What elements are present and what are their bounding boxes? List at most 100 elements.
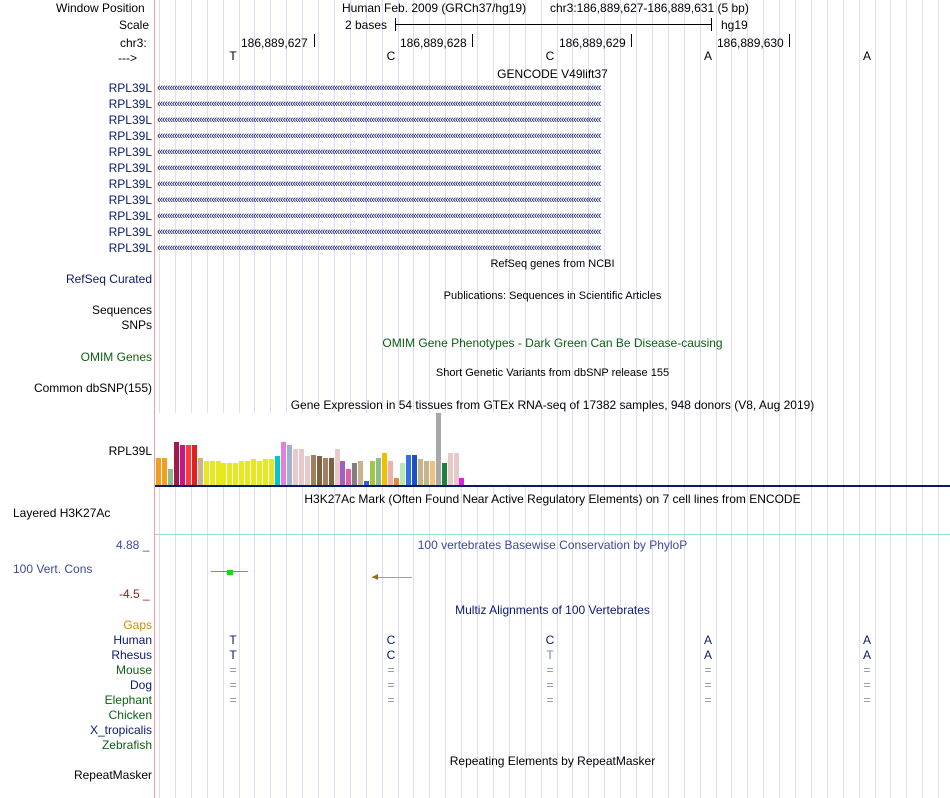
gencode-transcript-line[interactable]: ‹‹‹‹‹‹‹‹‹‹‹‹‹‹‹‹‹‹‹‹‹‹‹‹‹‹‹‹‹‹‹‹‹‹‹‹‹‹‹‹…: [157, 146, 602, 158]
gencode-transcript-line[interactable]: ‹‹‹‹‹‹‹‹‹‹‹‹‹‹‹‹‹‹‹‹‹‹‹‹‹‹‹‹‹‹‹‹‹‹‹‹‹‹‹‹…: [157, 194, 602, 206]
gtex-tissue-bar[interactable]: [376, 458, 381, 485]
gencode-gene-label[interactable]: RPL39L: [108, 97, 152, 111]
gtex-tissue-bar[interactable]: [448, 453, 453, 485]
gtex-tissue-bar[interactable]: [352, 463, 357, 485]
gtex-track-label[interactable]: RPL39L: [108, 444, 152, 458]
phylop-track-label[interactable]: 100 Vert. Cons: [13, 562, 93, 576]
gtex-tissue-bar[interactable]: [257, 461, 262, 485]
gtex-tissue-bar[interactable]: [245, 461, 250, 485]
gtex-tissue-bar[interactable]: [340, 461, 345, 485]
gencode-gene-label[interactable]: RPL39L: [108, 129, 152, 143]
gtex-tissue-bar[interactable]: [412, 455, 417, 485]
multiz-species-label[interactable]: Rhesus: [111, 648, 152, 662]
gtex-tissue-bar[interactable]: [251, 459, 256, 485]
gtex-tissue-bar[interactable]: [317, 456, 322, 485]
gtex-tissue-bar[interactable]: [305, 456, 310, 485]
gtex-tissue-bar[interactable]: [364, 481, 369, 485]
gencode-transcript-line[interactable]: ‹‹‹‹‹‹‹‹‹‹‹‹‹‹‹‹‹‹‹‹‹‹‹‹‹‹‹‹‹‹‹‹‹‹‹‹‹‹‹‹…: [157, 242, 602, 254]
gtex-tissue-bar[interactable]: [180, 445, 185, 485]
gtex-tissue-bar[interactable]: [442, 463, 447, 485]
gtex-tissue-bar[interactable]: [263, 459, 268, 485]
assembly-name[interactable]: Human Feb. 2009 (GRCh37/hg19): [342, 1, 527, 15]
gtex-tissue-bar[interactable]: [329, 458, 334, 485]
gtex-tissue-bar[interactable]: [358, 461, 363, 485]
gencode-transcript-line[interactable]: ‹‹‹‹‹‹‹‹‹‹‹‹‹‹‹‹‹‹‹‹‹‹‹‹‹‹‹‹‹‹‹‹‹‹‹‹‹‹‹‹…: [157, 130, 602, 142]
snps-track-label[interactable]: SNPs: [121, 318, 152, 332]
grid-line: [811, 0, 812, 798]
gtex-tissue-bar[interactable]: [168, 469, 173, 485]
gtex-tissue-bar[interactable]: [370, 461, 375, 485]
gtex-tissue-bar[interactable]: [418, 459, 423, 485]
gtex-tissue-bar[interactable]: [186, 445, 191, 485]
gtex-tissue-bar[interactable]: [388, 461, 393, 485]
gencode-gene-label[interactable]: RPL39L: [108, 161, 152, 175]
h3k27ac-track-label[interactable]: Layered H3K27Ac: [13, 506, 111, 520]
gtex-tissue-bar[interactable]: [210, 461, 215, 485]
gtex-tissue-bar[interactable]: [323, 458, 328, 485]
multiz-species-label[interactable]: Zebrafish: [101, 738, 152, 752]
gencode-gene-label[interactable]: RPL39L: [108, 225, 152, 239]
gencode-transcript-line[interactable]: ‹‹‹‹‹‹‹‹‹‹‹‹‹‹‹‹‹‹‹‹‹‹‹‹‹‹‹‹‹‹‹‹‹‹‹‹‹‹‹‹…: [157, 114, 602, 126]
gencode-transcript-line[interactable]: ‹‹‹‹‹‹‹‹‹‹‹‹‹‹‹‹‹‹‹‹‹‹‹‹‹‹‹‹‹‹‹‹‹‹‹‹‹‹‹‹…: [157, 98, 602, 110]
gencode-transcript-line[interactable]: ‹‹‹‹‹‹‹‹‹‹‹‹‹‹‹‹‹‹‹‹‹‹‹‹‹‹‹‹‹‹‹‹‹‹‹‹‹‹‹‹…: [157, 210, 602, 222]
gtex-tissue-bar[interactable]: [430, 461, 435, 485]
gencode-transcript-line[interactable]: ‹‹‹‹‹‹‹‹‹‹‹‹‹‹‹‹‹‹‹‹‹‹‹‹‹‹‹‹‹‹‹‹‹‹‹‹‹‹‹‹…: [157, 162, 602, 174]
multiz-species-label[interactable]: Dog: [129, 678, 152, 692]
gencode-transcript-line[interactable]: ‹‹‹‹‹‹‹‹‹‹‹‹‹‹‹‹‹‹‹‹‹‹‹‹‹‹‹‹‹‹‹‹‹‹‹‹‹‹‹‹…: [157, 226, 602, 238]
gencode-gene-label[interactable]: RPL39L: [108, 113, 152, 127]
multiz-base: =: [704, 678, 712, 692]
gtex-tissue-bar[interactable]: [335, 449, 340, 485]
gencode-gene-label[interactable]: RPL39L: [108, 145, 152, 159]
gtex-tissue-bar[interactable]: [227, 463, 232, 485]
gtex-tissue-bar[interactable]: [233, 463, 238, 485]
gtex-tissue-bar[interactable]: [400, 463, 405, 485]
repeatmasker-track-label[interactable]: RepeatMasker: [73, 768, 152, 782]
gtex-tissue-bar[interactable]: [275, 456, 280, 485]
gtex-tissue-bar[interactable]: [281, 442, 286, 485]
gencode-transcript-line[interactable]: ‹‹‹‹‹‹‹‹‹‹‹‹‹‹‹‹‹‹‹‹‹‹‹‹‹‹‹‹‹‹‹‹‹‹‹‹‹‹‹‹…: [157, 178, 602, 190]
gtex-tissue-bar[interactable]: [162, 458, 167, 485]
multiz-species-label[interactable]: Elephant: [104, 693, 152, 707]
refseq-track-label[interactable]: RefSeq Curated: [65, 272, 152, 286]
multiz-species-label[interactable]: Mouse: [115, 663, 152, 677]
multiz-species-label[interactable]: Human: [113, 633, 152, 647]
gtex-tissue-bar[interactable]: [287, 445, 292, 485]
omim-track-label[interactable]: OMIM Genes: [80, 350, 152, 364]
gtex-bar-chart[interactable]: [155, 413, 535, 485]
sequences-track-label[interactable]: Sequences: [91, 303, 152, 317]
window-coordinates[interactable]: chr3:186,889,627-186,889,631 (5 bp): [550, 1, 749, 15]
omim-track-title: OMIM Gene Phenotypes - Dark Green Can Be…: [382, 336, 723, 350]
multiz-species-label[interactable]: Gaps: [123, 618, 152, 632]
multiz-species-label[interactable]: X_tropicalis: [89, 723, 152, 737]
gtex-tissue-bar[interactable]: [436, 413, 441, 485]
gtex-tissue-bar[interactable]: [382, 453, 387, 485]
gencode-gene-label[interactable]: RPL39L: [108, 193, 152, 207]
gtex-tissue-bar[interactable]: [204, 461, 209, 485]
gtex-tissue-bar[interactable]: [156, 458, 161, 485]
gtex-tissue-bar[interactable]: [293, 449, 298, 485]
multiz-species-label[interactable]: Chicken: [108, 708, 152, 722]
gtex-tissue-bar[interactable]: [406, 455, 411, 485]
gencode-transcript-line[interactable]: ‹‹‹‹‹‹‹‹‹‹‹‹‹‹‹‹‹‹‹‹‹‹‹‹‹‹‹‹‹‹‹‹‹‹‹‹‹‹‹‹…: [157, 82, 602, 94]
dbsnp-track-label[interactable]: Common dbSNP(155): [33, 381, 152, 395]
gtex-tissue-bar[interactable]: [239, 461, 244, 485]
gtex-tissue-bar[interactable]: [459, 478, 464, 485]
gtex-tissue-bar[interactable]: [216, 461, 221, 485]
gtex-tissue-bar[interactable]: [192, 445, 197, 485]
gencode-gene-label[interactable]: RPL39L: [108, 177, 152, 191]
window-position-label: Window Position: [56, 1, 145, 15]
gtex-tissue-bar[interactable]: [221, 463, 226, 485]
gtex-tissue-bar[interactable]: [424, 461, 429, 485]
gtex-tissue-bar[interactable]: [299, 449, 304, 485]
gencode-gene-label[interactable]: RPL39L: [108, 209, 152, 223]
gtex-tissue-bar[interactable]: [269, 459, 274, 485]
gtex-tissue-bar[interactable]: [454, 453, 459, 485]
gtex-tissue-bar[interactable]: [311, 455, 316, 485]
gtex-tissue-bar[interactable]: [174, 442, 179, 485]
multiz-base: T: [229, 633, 237, 647]
gencode-gene-label[interactable]: RPL39L: [108, 81, 152, 95]
gtex-tissue-bar[interactable]: [394, 478, 399, 485]
gtex-tissue-bar[interactable]: [346, 469, 351, 485]
gtex-tissue-bar[interactable]: [198, 458, 203, 485]
gencode-gene-label[interactable]: RPL39L: [108, 241, 152, 255]
